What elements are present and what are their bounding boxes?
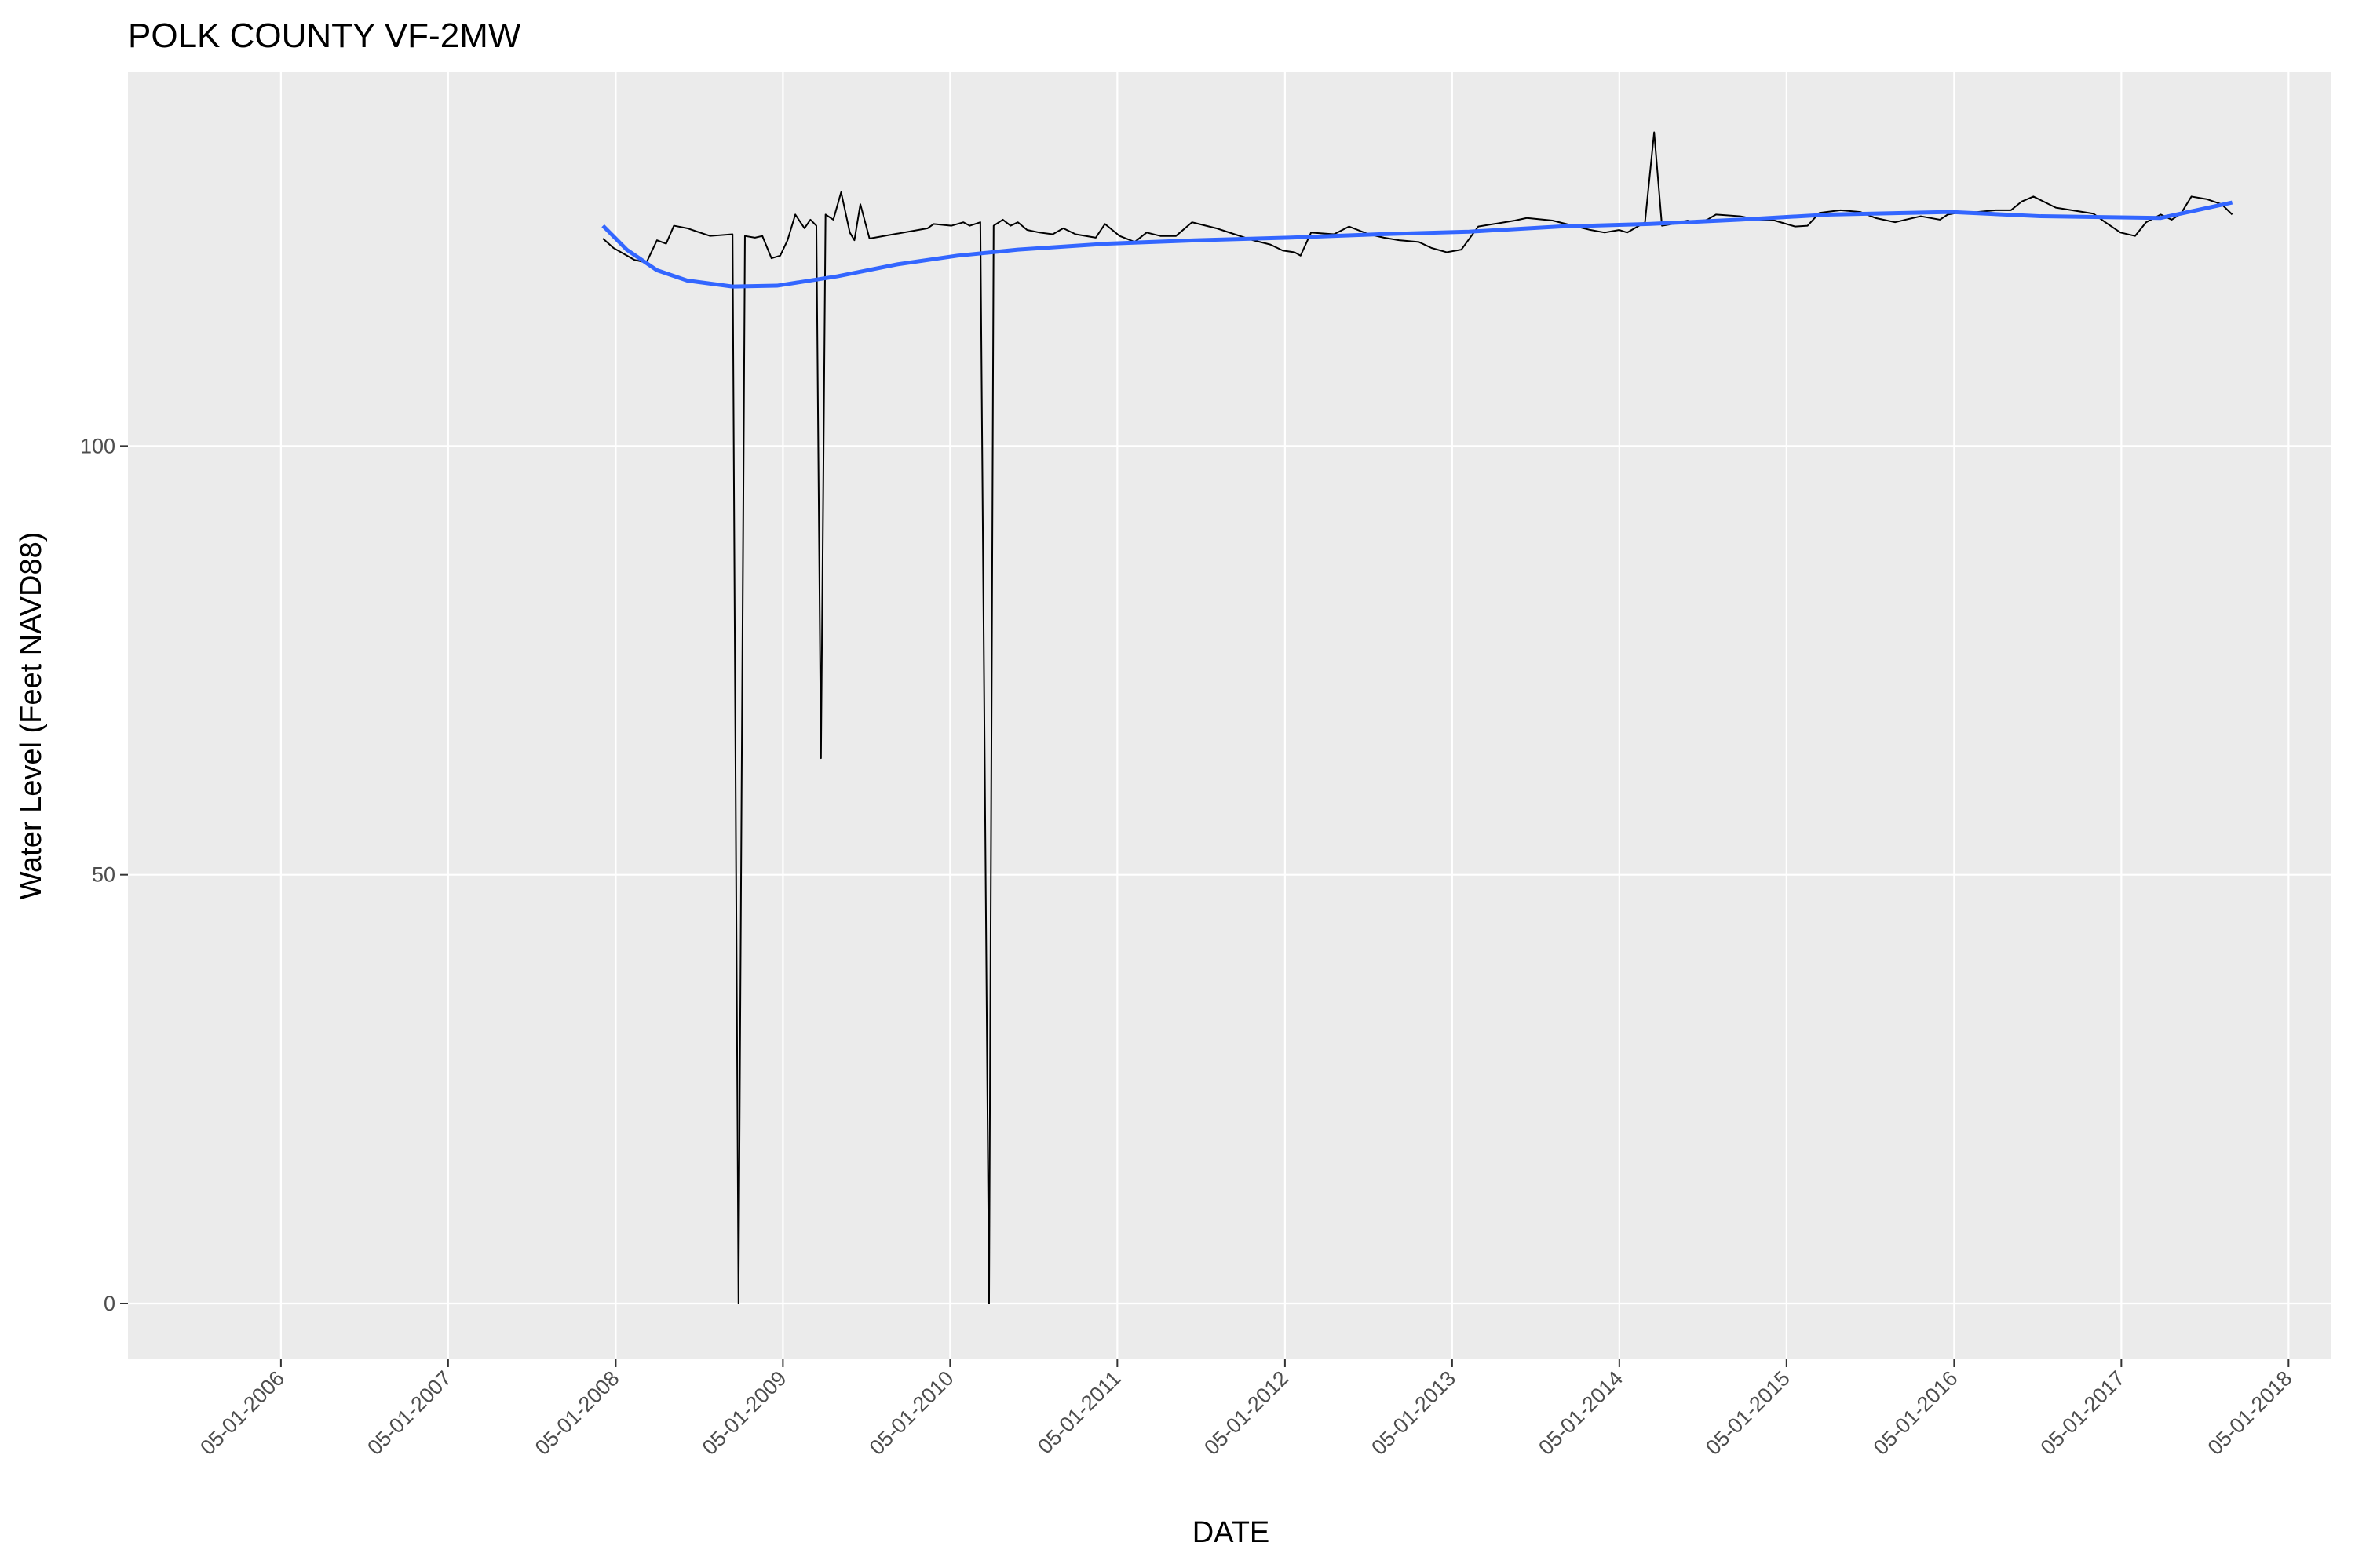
x-tick-label: 05-01-2008 [531,1366,624,1460]
x-tick-label: 05-01-2010 [865,1366,958,1460]
x-tick-label: 05-01-2014 [1534,1366,1627,1460]
y-tick-label: 100 [80,434,115,458]
x-tick-label: 05-01-2015 [1701,1366,1795,1460]
x-axis-title: DATE [1192,1516,1270,1549]
x-tick-label: 05-01-2013 [1367,1366,1460,1460]
series-line [601,200,2233,289]
x-tick-label: 05-01-2012 [1199,1366,1293,1460]
series-line [602,131,2233,1304]
chart-title: POLK COUNTY VF-2MW [128,16,521,55]
y-tick-label: 50 [92,863,115,887]
plot-panel [128,72,2331,1359]
y-tick-label: 0 [104,1292,115,1315]
x-tick-label: 05-01-2018 [2203,1366,2297,1460]
x-tick-label: 05-01-2006 [195,1366,289,1460]
y-axis-title: Water Level (Feet NAVD88) [15,532,48,900]
x-tick-label: 05-01-2017 [2036,1366,2130,1460]
x-tick-label: 05-01-2011 [1033,1366,1125,1458]
x-tick-label: 05-01-2007 [363,1366,456,1460]
x-tick-label: 05-01-2016 [1869,1366,1962,1460]
x-tick-label: 05-01-2009 [698,1366,791,1460]
